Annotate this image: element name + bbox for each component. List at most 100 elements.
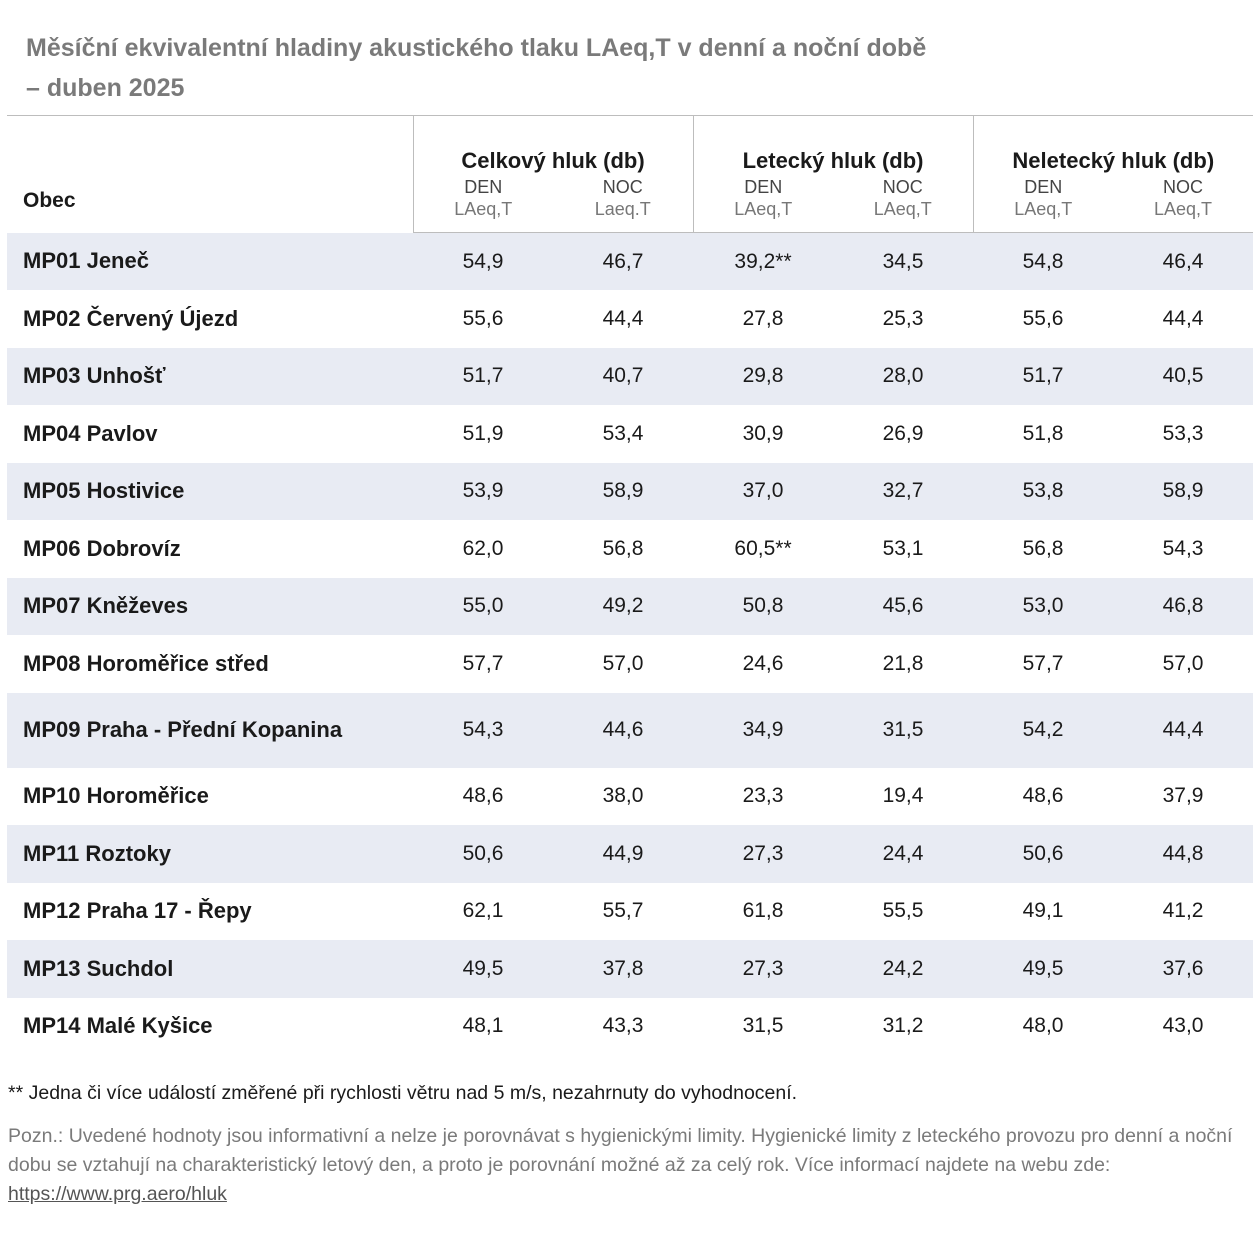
subheader-neletecky-den: DEN LAeq,T (972, 174, 1114, 233)
group-header-celkovy: Celkový hluk (db) (412, 115, 694, 174)
value-cell: 27,3 (742, 841, 784, 865)
value-cell: 48,6 (1022, 784, 1064, 808)
value-cell: 50,6 (462, 841, 504, 865)
value-cell: 39,2** (734, 249, 792, 273)
row-name-cell: MP12 Praha 17 - Řepy (23, 898, 252, 924)
value-cell: 50,6 (1022, 841, 1064, 865)
value-cell: 26,9 (882, 421, 924, 445)
value-cell: 55,0 (462, 594, 504, 618)
row-name-cell: MP02 Červený Újezd (23, 305, 239, 331)
value-cell: 50,8 (742, 594, 784, 618)
subheader-label: DEN (464, 177, 503, 197)
row-name-cell: MP14 Malé Kyšice (23, 1013, 213, 1039)
value-cell: 48,0 (1022, 1014, 1064, 1038)
subheader-unit: LAeq,T (1154, 199, 1213, 219)
value-cell: 46,7 (602, 249, 644, 273)
value-cell: 48,1 (462, 1014, 504, 1038)
row-name-cell: MP08 Horoměřice střed (23, 650, 269, 676)
subheader-label: NOC (1163, 177, 1204, 197)
table-row: MP04 Pavlov 51,9 53,4 30,9 26,9 51,8 53,3 (7, 405, 1253, 463)
value-cell: 37,8 (602, 956, 644, 980)
row-name-cell: MP07 Kněževes (23, 593, 189, 619)
value-cell: 54,9 (462, 249, 504, 273)
value-cell: 24,6 (742, 651, 784, 675)
value-cell: 49,5 (1022, 956, 1064, 980)
value-cell: 57,0 (1162, 651, 1204, 675)
value-cell: 46,8 (1162, 594, 1204, 618)
value-cell: 37,0 (742, 479, 784, 503)
value-cell: 31,2 (882, 1014, 924, 1038)
value-cell: 34,5 (882, 249, 924, 273)
value-cell: 43,3 (602, 1014, 644, 1038)
value-cell: 54,2 (1022, 718, 1064, 741)
value-cell: 58,9 (1162, 479, 1204, 503)
table-row: MP11 Roztoky 50,6 44,9 27,3 24,4 50,6 44,8 (7, 825, 1254, 883)
value-cell: 49,5 (462, 956, 504, 980)
value-cell: 34,9 (742, 718, 784, 741)
row-name-cell: MP01 Jeneč (23, 248, 149, 274)
value-cell: 55,6 (1022, 306, 1064, 330)
table-row: MP13 Suchdol 49,5 37,8 27,3 24,2 49,5 37,6 (7, 940, 1254, 998)
value-cell: 57,0 (602, 651, 644, 675)
value-cell: 54,3 (462, 718, 504, 741)
subheader-letecky-noc: NOC LAeq,T (833, 174, 974, 233)
subheader-unit: Laeq.T (594, 199, 651, 219)
value-cell: 19,4 (882, 784, 924, 808)
value-cell: 30,9 (742, 421, 784, 445)
value-cell: 61,8 (742, 899, 784, 923)
value-cell: 62,0 (462, 536, 504, 560)
page-title: Měsíční ekvivalentní hladiny akustického… (26, 28, 1226, 108)
value-cell: 44,4 (1162, 718, 1204, 741)
table-row: MP03 Unhošť 51,7 40,7 29,8 28,0 51,7 40,5 (7, 347, 1254, 405)
value-cell: 23,3 (742, 784, 784, 808)
group-header-neletecky: Neletecký hluk (db) (972, 115, 1254, 174)
subheader-unit: LAeq,T (873, 199, 932, 219)
note: Pozn.: Uvedené hodnoty jsou informativní… (8, 1122, 1254, 1209)
value-cell: 54,8 (1022, 249, 1064, 273)
column-header-obec: Obec (7, 115, 413, 233)
table-row: MP08 Horoměřice střed 57,7 57,0 24,6 21,8 57,… (7, 635, 1253, 693)
value-cell: 44,6 (602, 718, 644, 741)
title-line-2: – duben 2025 (26, 74, 185, 102)
value-cell: 60,5** (734, 536, 792, 560)
value-cell: 54,3 (1162, 536, 1204, 560)
value-cell: 51,7 (462, 364, 504, 388)
row-name-cell: MP04 Pavlov (23, 420, 158, 446)
value-cell: 44,4 (602, 306, 644, 330)
table-row: MP02 Červený Újezd 55,6 44,4 27,8 25,3 55,6 44… (7, 290, 1253, 348)
hluk-link[interactable]: https://www.prg.aero/hluk (8, 1183, 227, 1205)
value-cell: 24,4 (882, 841, 924, 865)
subheader-letecky-den: DEN LAeq,T (692, 174, 834, 233)
value-cell: 49,2 (602, 594, 644, 618)
value-cell: 31,5 (882, 718, 924, 741)
noise-table: Obec Celkový hluk (db) Letecký hluk (db)… (7, 115, 1254, 1056)
note-text: Pozn.: Uvedené hodnoty jsou informativní… (8, 1125, 1233, 1176)
value-cell: 62,1 (462, 899, 504, 923)
table-row: MP09 Praha - Přední Kopanina 54,3 44,6 34,9… (7, 692, 1254, 768)
value-cell: 53,1 (882, 536, 924, 560)
value-cell: 55,6 (462, 306, 504, 330)
value-cell: 58,9 (602, 479, 644, 503)
title-line-1: Měsíční ekvivalentní hladiny akustického… (26, 34, 927, 62)
table-body: MP01 Jeneč 54,9 46,7 39,2** 34,5 54,8 46,4 MP02… (7, 232, 1254, 1056)
value-cell: 40,5 (1162, 364, 1204, 388)
subheader-celkovy-den: DEN LAeq,T (412, 174, 553, 233)
value-cell: 24,2 (882, 956, 924, 980)
value-cell: 21,8 (882, 651, 924, 675)
table-row: MP01 Jeneč 54,9 46,7 39,2** 34,5 54,8 46,4 (7, 232, 1254, 290)
row-name-cell: MP03 Unhošť (23, 363, 166, 389)
value-cell: 46,4 (1162, 249, 1204, 273)
value-cell: 53,0 (1022, 594, 1064, 618)
subheader-celkovy-noc: NOC Laeq.T (553, 174, 694, 233)
value-cell: 29,8 (742, 364, 784, 388)
table-header: Obec Celkový hluk (db) Letecký hluk (db)… (7, 115, 1254, 233)
value-cell: 56,8 (1022, 536, 1064, 560)
subheader-unit: LAeq,T (454, 199, 513, 219)
value-cell: 53,8 (1022, 479, 1064, 503)
value-cell: 51,8 (1022, 421, 1064, 445)
footnote: ** Jedna či více událostí změřené při ry… (8, 1082, 798, 1104)
table-row: MP10 Horoměřice 48,6 38,0 23,3 19,4 48,6 37,9 (7, 768, 1253, 826)
value-cell: 38,0 (602, 784, 644, 808)
value-cell: 40,7 (602, 364, 644, 388)
subheader-unit: LAeq,T (1014, 199, 1073, 219)
